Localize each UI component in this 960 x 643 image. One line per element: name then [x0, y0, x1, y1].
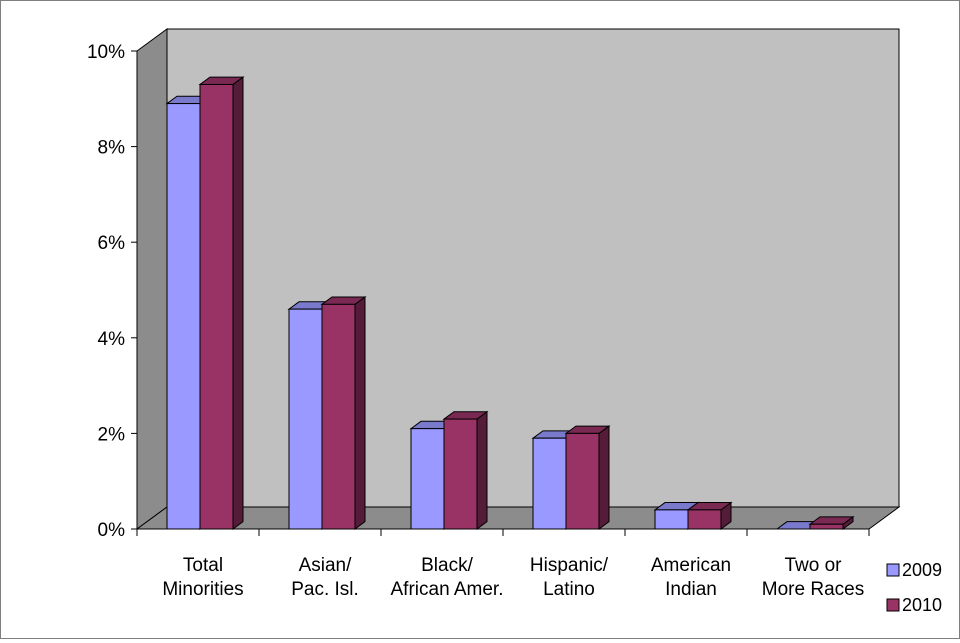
y-tick-label: 4% [98, 329, 126, 350]
x-category-label: American Indian [651, 555, 731, 600]
bar-front [199, 83, 234, 530]
bar-side [354, 296, 366, 530]
x-category-label-line: Minorities [162, 579, 243, 600]
bar-front [565, 432, 600, 530]
x-category-label-line: Black/ [421, 555, 473, 576]
x-category-label-line: Hispanic/ [530, 555, 609, 576]
x-category-label-line: Indian [665, 579, 717, 600]
legend-swatch [886, 598, 900, 612]
x-category-label-line: Asian/ [299, 555, 353, 576]
back-wall [166, 28, 900, 508]
bar-2010 [442, 410, 489, 530]
legend-label: 2009 [902, 560, 942, 580]
legend-swatch [886, 563, 900, 577]
x-category-label: Two or More Races [762, 555, 864, 600]
y-tick-label: 0% [98, 520, 126, 541]
bar-front [532, 437, 567, 530]
x-category-label: Black/African Amer. [391, 555, 504, 600]
bars [165, 76, 855, 530]
x-category-label-line: African Amer. [391, 579, 504, 600]
bar-front [809, 523, 844, 530]
x-category-label-line: More Races [762, 579, 864, 600]
x-category-label-line: Total [183, 555, 223, 576]
bar-front [443, 418, 478, 530]
y-tick-label: 8% [98, 138, 126, 159]
x-category-label-line: American [651, 555, 731, 576]
bar-front [288, 308, 323, 530]
y-axis: 0% 2% 4% 6% 8% 10% [87, 42, 138, 541]
x-category-label-line: Pac. Isl. [291, 579, 359, 600]
x-category-label: Total Minorities [162, 555, 243, 600]
bar-2010 [686, 501, 733, 530]
y-tick-label: 6% [98, 233, 126, 254]
bar-front [321, 303, 356, 530]
bar-2010 [564, 425, 611, 530]
legend-label: 2010 [902, 595, 942, 615]
bar-2010 [808, 515, 855, 530]
bar-side [476, 410, 488, 530]
bar-front [410, 428, 445, 530]
bar-side [598, 425, 610, 530]
y-tick-label: 2% [98, 424, 126, 445]
bar-front [166, 103, 201, 530]
x-category-label: Hispanic/Latino [530, 555, 609, 600]
bar-side [232, 76, 244, 530]
x-category-label-line: Two or [784, 555, 842, 576]
bar-2010 [320, 296, 367, 530]
legend: 2009 2010 [886, 560, 942, 615]
side-wall [136, 28, 168, 530]
y-tick-label: 10% [87, 42, 125, 63]
bar-2010 [198, 76, 245, 530]
bar-front [654, 509, 689, 530]
bar-front [687, 509, 722, 530]
chart-walls [135, 28, 901, 530]
x-category-label-line: Latino [543, 579, 595, 600]
x-category-label: Asian/Pac. Isl. [291, 555, 359, 600]
x-axis: Total Minorities Asian/Pac. Isl. Black/Afri… [136, 528, 870, 600]
